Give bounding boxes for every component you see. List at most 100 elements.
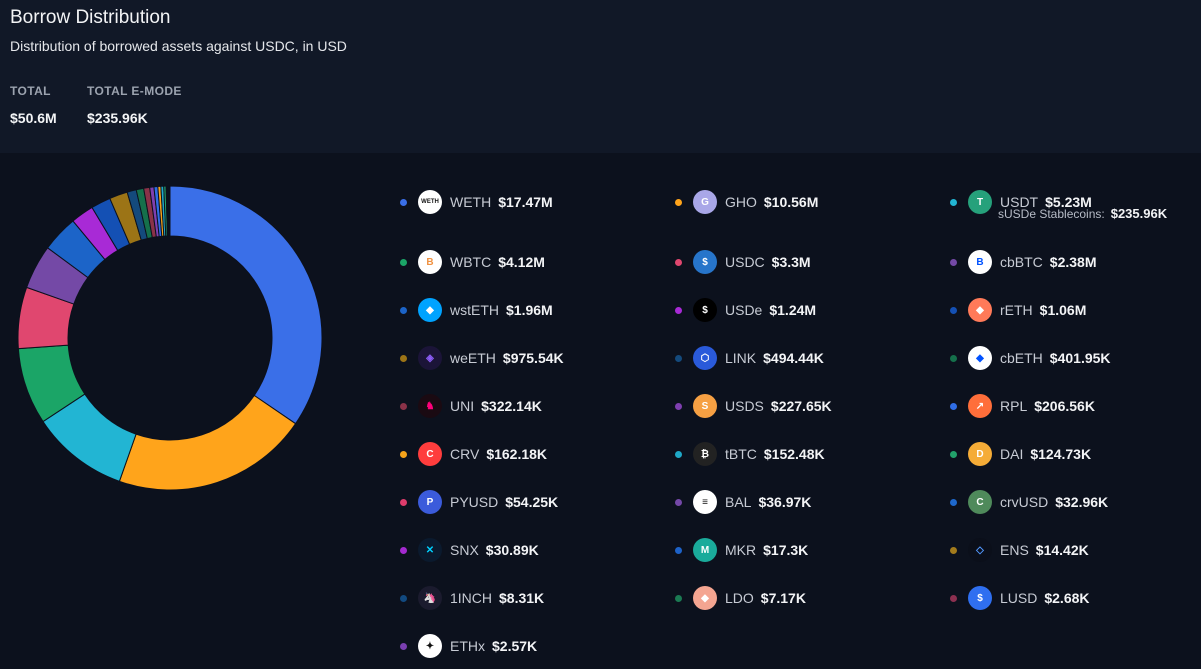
asset-symbol: rETH — [1000, 302, 1033, 318]
legend-item-ethx: ✦ ETHx $2.57K — [400, 631, 537, 661]
legend-dot — [400, 642, 407, 650]
legend-dot — [950, 594, 957, 602]
legend-dot — [950, 354, 957, 362]
tbtc-icon: ₿ — [693, 442, 717, 466]
legend-dot — [400, 306, 407, 314]
legend-dot — [950, 258, 957, 266]
total-emode-label: TOTAL E-MODE — [87, 84, 182, 98]
cbbtc-icon: B — [968, 250, 992, 274]
legend-dot — [675, 450, 682, 458]
1inch-icon: 🦄 — [418, 586, 442, 610]
asset-symbol: wstETH — [450, 302, 499, 318]
legend-dot — [400, 354, 407, 362]
asset-value: $4.12M — [498, 254, 545, 270]
asset-symbol: USDS — [725, 398, 764, 414]
asset-symbol: cbBTC — [1000, 254, 1043, 270]
emode-note-label: sUSDe Stablecoins: — [998, 207, 1105, 221]
ldo-icon: ◆ — [693, 586, 717, 610]
legend-dot — [950, 306, 957, 314]
asset-value: $5.23M — [1045, 194, 1092, 210]
legend-item-ens: ◇ ENS $14.42K — [950, 535, 1089, 565]
legend-item-reth: ◆ rETH $1.06M — [950, 295, 1086, 325]
asset-value: $494.44K — [763, 350, 824, 366]
asset-value: $322.14K — [481, 398, 542, 414]
legend-item-uni: ♞ UNI $322.14K — [400, 391, 542, 421]
legend-dot — [400, 498, 407, 506]
legend-dot — [675, 198, 682, 206]
asset-value: $17.47M — [498, 194, 553, 210]
legend-item-bal: ≡ BAL $36.97K — [675, 487, 811, 517]
donut-slice-gho[interactable] — [118, 394, 297, 491]
asset-value: $32.96K — [1055, 494, 1109, 510]
asset-symbol: ETHx — [450, 638, 485, 654]
usde-icon: $ — [693, 298, 717, 322]
legend-dot — [950, 450, 957, 458]
asset-value: $206.56K — [1034, 398, 1095, 414]
link-icon: ⬡ — [693, 346, 717, 370]
legend-item-mkr: M MKR $17.3K — [675, 535, 808, 565]
legend-item-1inch: 🦄 1INCH $8.31K — [400, 583, 544, 613]
usdc-icon: $ — [693, 250, 717, 274]
asset-symbol: UNI — [450, 398, 475, 414]
asset-value: $124.73K — [1030, 446, 1092, 462]
legend-dot — [950, 498, 957, 506]
asset-value: $975.54K — [502, 350, 564, 366]
asset-value: $17.3K — [763, 542, 809, 558]
legend-item-rpl: ↗ RPL $206.56K — [950, 391, 1095, 421]
crvusd-icon: C — [968, 490, 992, 514]
legend-item-weth: WETH WETH $17.47M — [400, 187, 553, 217]
asset-value: $1.96M — [506, 302, 553, 318]
legend-dot — [400, 450, 407, 458]
legend-dot — [675, 258, 682, 266]
asset-symbol: LINK — [725, 350, 757, 366]
legend-dot — [675, 546, 682, 554]
asset-symbol: BAL — [725, 494, 752, 510]
asset-value: $2.57K — [492, 638, 538, 654]
total-label: TOTAL — [10, 84, 51, 98]
legend-dot — [400, 402, 407, 410]
usds-icon: S — [693, 394, 717, 418]
total-emode-value: $235.96K — [87, 110, 148, 126]
page-title: Borrow Distribution — [10, 7, 171, 28]
legend-item-usdt: T USDT $5.23M — [950, 187, 1092, 217]
legend-dot — [950, 546, 957, 554]
legend-dot — [950, 402, 957, 410]
total-value: $50.6M — [10, 110, 57, 126]
asset-symbol: LDO — [725, 590, 754, 606]
asset-symbol: USDT — [1000, 194, 1039, 210]
asset-value: $14.42K — [1035, 542, 1089, 558]
dai-icon: D — [968, 442, 992, 466]
lusd-icon: $ — [968, 586, 992, 610]
legend-item-lusd: $ LUSD $2.68K — [950, 583, 1090, 613]
wbtc-icon: B — [418, 250, 442, 274]
asset-symbol: SNX — [450, 542, 479, 558]
mkr-icon: M — [693, 538, 717, 562]
asset-symbol: USDe — [725, 302, 763, 318]
asset-symbol: tBTC — [725, 446, 757, 462]
legend-item-usds: S USDS $227.65K — [675, 391, 832, 421]
usdt-icon: T — [968, 190, 992, 214]
legend-dot — [400, 594, 407, 602]
legend-dot — [400, 198, 407, 206]
donut-slice-weth[interactable] — [169, 185, 323, 425]
gho-icon: G — [693, 190, 717, 214]
donut-svg — [17, 185, 323, 491]
legend-item-tbtc: ₿ tBTC $152.48K — [675, 439, 825, 469]
cbeth-icon: ◆ — [968, 346, 992, 370]
asset-symbol: LUSD — [1000, 590, 1038, 606]
asset-value: $2.68K — [1044, 590, 1090, 606]
asset-value: $7.17K — [760, 590, 806, 606]
asset-symbol: 1INCH — [450, 590, 493, 606]
asset-symbol: WBTC — [450, 254, 492, 270]
asset-value: $54.25K — [505, 494, 559, 510]
asset-symbol: USDC — [725, 254, 765, 270]
asset-symbol: GHO — [725, 194, 757, 210]
asset-symbol: weETH — [450, 350, 496, 366]
snx-icon: ✕ — [418, 538, 442, 562]
asset-symbol: DAI — [1000, 446, 1024, 462]
weth-icon: WETH — [418, 190, 442, 214]
asset-symbol: WETH — [450, 194, 492, 210]
legend-item-weeth: ◈ weETH $975.54K — [400, 343, 564, 373]
